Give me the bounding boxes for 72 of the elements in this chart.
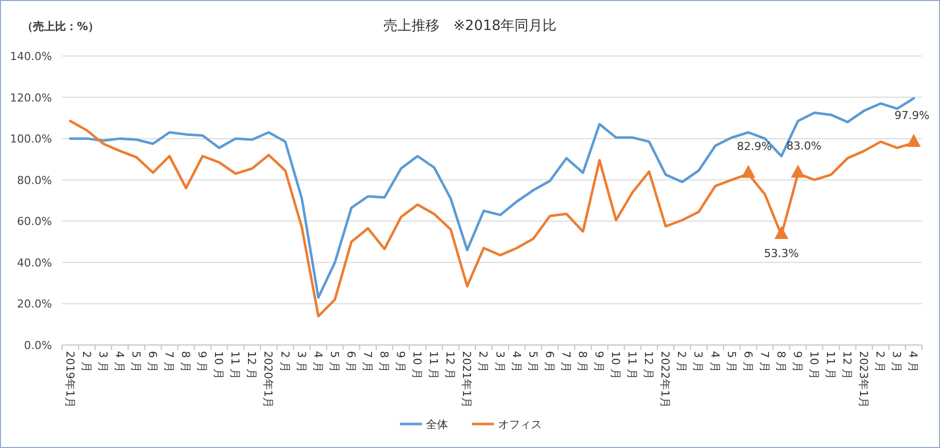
point <box>774 226 788 239</box>
x-tick-label: 5 月 <box>526 351 540 372</box>
x-tick-label: 9 月 <box>394 351 408 372</box>
x-tick-label: 10 月 <box>609 351 622 380</box>
x-tick-label: 6 月 <box>741 351 754 372</box>
x-tick-label: 11 月 <box>824 351 838 380</box>
x-tick-label: 2 月 <box>80 351 93 372</box>
y-tick-label: 20.0% <box>17 298 52 311</box>
y-tick-label: 40.0% <box>17 256 52 270</box>
y-tick-label: 0.0% <box>24 339 52 352</box>
x-tick-label: 8 月 <box>774 351 788 372</box>
x-tick-label: 4 月 <box>112 351 126 372</box>
y-tick-label: 120.0% <box>10 91 52 104</box>
x-tick-label: 4 月 <box>311 351 324 372</box>
x-tick-label: 11 月 <box>427 351 440 380</box>
x-tick-label: 2021年1月 <box>460 351 474 408</box>
data-label: 82.9% <box>736 140 772 153</box>
data-label: 97.9% <box>894 108 930 122</box>
x-tick-label: 4 月 <box>510 351 523 372</box>
y-tick-label: 100.0% <box>10 132 52 146</box>
x-tick-label: 2 月 <box>675 351 688 372</box>
legend-label: オフィス <box>498 418 542 431</box>
y-tick-label: 140.0% <box>10 50 52 63</box>
x-tick-label: 5 月 <box>129 351 142 372</box>
x-tick-label: 9 月 <box>592 351 606 372</box>
x-tick-label: 2020年1月 <box>262 351 275 408</box>
x-tick-label: 6 月 <box>146 351 159 372</box>
x-tick-label: 7 月 <box>360 351 374 372</box>
x-tick-label: 2023年1月 <box>857 351 870 408</box>
y-tick-label: 80.0% <box>17 174 52 187</box>
point <box>741 164 756 178</box>
x-tick-label: 3 月 <box>294 351 308 372</box>
x-tick-label: 3 月 <box>96 351 110 372</box>
x-tick-label: 9 月 <box>196 351 209 372</box>
legend-label: 全体 <box>426 418 448 431</box>
data-label: 83.0% <box>786 140 822 153</box>
x-tick-label: 7 月 <box>758 351 771 372</box>
x-tick-label: 11 月 <box>228 351 242 380</box>
x-tick-label: 3 月 <box>692 351 705 372</box>
x-tick-label: 7 月 <box>162 351 176 372</box>
x-tick-label: 6 月 <box>344 351 358 372</box>
data-label: 53.3% <box>764 246 799 260</box>
x-tick-label: 5 月 <box>328 351 341 372</box>
x-tick-label: 4 月 <box>708 351 722 372</box>
x-tick-label: 8 月 <box>576 351 589 372</box>
x-tick-label: 12 月 <box>642 351 656 380</box>
y-tick-label: 60.0% <box>17 215 52 228</box>
x-tick-label: 10 月 <box>808 351 820 380</box>
x-tick-label: 9 月 <box>790 351 804 372</box>
x-tick-label: 11 月 <box>626 351 639 380</box>
x-tick-label: 2022年1月 <box>658 351 672 408</box>
x-tick-label: 6 月 <box>542 351 556 372</box>
x-tick-label: 8 月 <box>378 351 390 372</box>
x-tick-label: 12 月 <box>245 351 258 380</box>
x-tick-label: 2 月 <box>476 351 490 372</box>
x-tick-label: 10 月 <box>212 351 226 380</box>
x-tick-label: 12 月 <box>444 351 457 380</box>
x-tick-label: 4 月 <box>906 351 920 372</box>
point <box>906 134 921 147</box>
y-axis-title: （売上比：%） <box>22 20 100 33</box>
x-tick-label: 10 月 <box>410 351 424 380</box>
x-tick-label: 3 月 <box>493 351 506 372</box>
point <box>790 164 805 178</box>
x-tick-label: 5 月 <box>724 351 738 372</box>
x-tick-label: 2019年1月 <box>63 351 76 408</box>
x-tick-label: 7 月 <box>559 351 572 372</box>
x-tick-label: 2 月 <box>278 351 292 372</box>
x-tick-label: 3 月 <box>890 351 904 372</box>
chart-title: 売上推移 ※2018年同月比 <box>383 18 557 34</box>
x-tick-label: 8 月 <box>179 351 192 372</box>
x-tick-label: 12 月 <box>840 351 854 380</box>
x-tick-label: 2 月 <box>874 351 887 372</box>
